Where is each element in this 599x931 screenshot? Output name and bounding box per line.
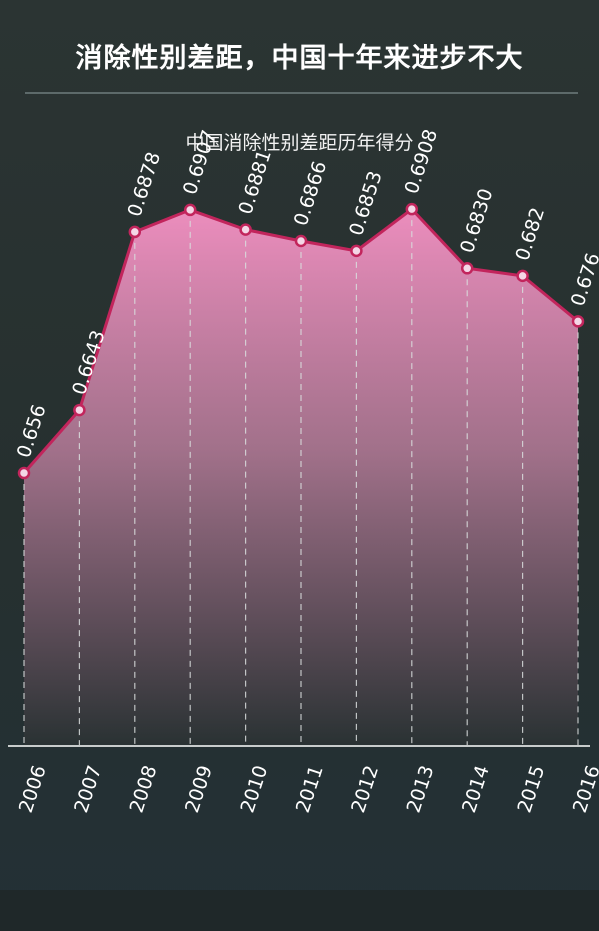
data-label-2012: 0.6853 [345,168,386,238]
data-label-2009: 0.6907 [179,127,220,197]
data-point-2013 [405,202,419,216]
x-tick-label-2011: 2011 [292,763,328,816]
data-label-2015: 0.682 [511,205,549,264]
chart-headline: 消除性别差距，中国十年来进步不大 [75,43,524,74]
x-tick-label-2010: 2010 [236,763,272,816]
data-point-2011 [294,234,308,248]
data-point-2015 [516,269,529,283]
x-tick-label-2012: 2012 [347,763,383,816]
x-tick-label-2009: 2009 [181,763,217,816]
x-tick-label-2014: 2014 [458,763,494,816]
data-point-2007 [73,403,86,417]
x-tick-label-2007: 2007 [70,763,106,816]
x-tick-label-2016: 2016 [569,763,599,816]
data-point-2014 [460,262,474,275]
data-point-2008 [128,225,142,239]
data-point-2010 [239,223,252,236]
title-divider [25,92,578,94]
chart-title: 中国消除性别差距历年得分 [185,132,414,154]
data-label-2011: 0.6866 [290,159,331,229]
data-label-2013: 0.6908 [401,127,442,197]
data-label-2010: 0.6881 [234,147,275,217]
data-label-2008: 0.6878 [124,149,165,219]
data-label-2014: 0.6830 [456,186,497,256]
x-tick-label-2006: 2006 [15,763,51,816]
data-point-2016 [571,315,585,328]
footer-band [0,890,599,931]
data-point-2012 [350,244,363,258]
data-point-2006 [17,466,31,480]
x-tick-label-2008: 2008 [126,763,162,816]
data-label-2016: 0.676 [567,250,599,309]
x-tick-label-2013: 2013 [403,763,439,816]
data-point-2009 [183,203,197,217]
x-tick-label-2015: 2015 [513,763,549,816]
